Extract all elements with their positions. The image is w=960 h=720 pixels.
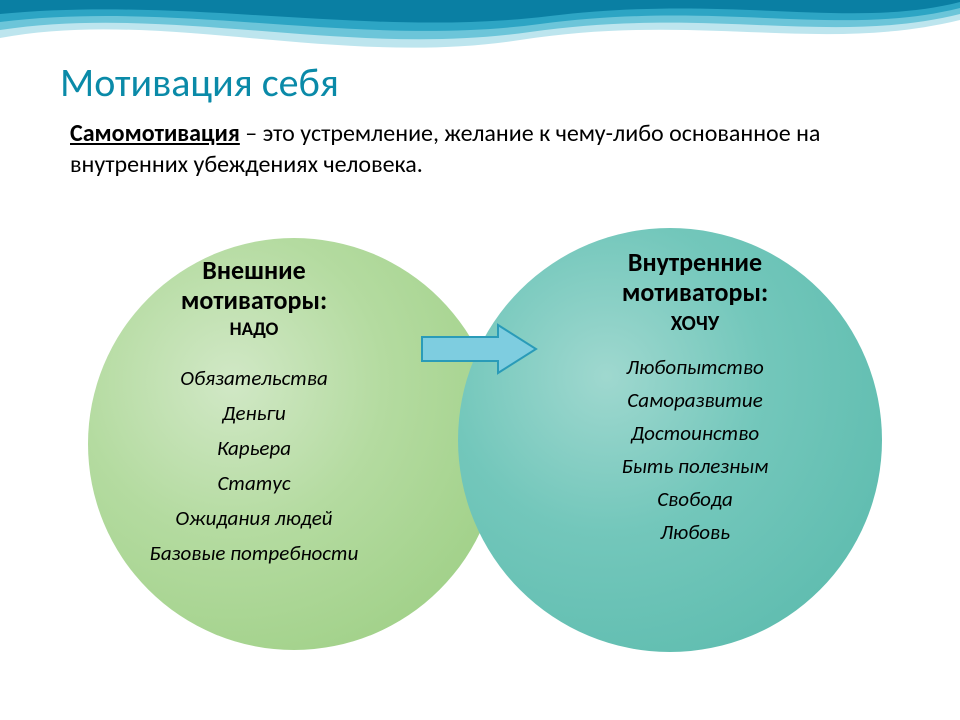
definition-term: Самомотивация: [70, 119, 240, 148]
list-item: Достоинство: [518, 420, 872, 446]
list-item: Любовь: [518, 519, 872, 545]
left-circle-list: Обязательства Деньги Карьера Статус Ожидания…: [68, 365, 440, 566]
right-circle-title: Внутренниемотиваторы:: [518, 248, 872, 308]
slide: Мотивация себя Самомотивация – это устре…: [0, 0, 960, 720]
arrow-icon: [420, 323, 538, 375]
definition-text: Самомотивация – это устремление, желание…: [70, 118, 830, 180]
list-item: Деньги: [68, 400, 440, 426]
left-circle-content: Внешниемотиваторы: НАДО Обязательства Ден…: [68, 256, 440, 575]
right-circle-subtitle: ХОЧУ: [518, 310, 872, 336]
list-item: Любопытство: [518, 354, 872, 380]
list-item: Статус: [68, 470, 440, 496]
right-circle-list: Любопытство Саморазвитие Достоинство Быть п…: [518, 354, 872, 545]
list-item: Базовые потребности: [68, 540, 440, 566]
slide-title: Мотивация себя: [60, 58, 339, 107]
left-circle-title: Внешниемотиваторы:: [68, 256, 440, 316]
list-item: Быть полезным: [518, 453, 872, 479]
list-item: Свобода: [518, 486, 872, 512]
left-circle-subtitle: НАДО: [68, 318, 440, 341]
list-item: Ожидания людей: [68, 505, 440, 531]
list-item: Саморазвитие: [518, 387, 872, 413]
list-item: Карьера: [68, 435, 440, 461]
right-circle-content: Внутренниемотиваторы: ХОЧУ Любопытство Са…: [518, 248, 872, 552]
list-item: Обязательства: [68, 365, 440, 391]
